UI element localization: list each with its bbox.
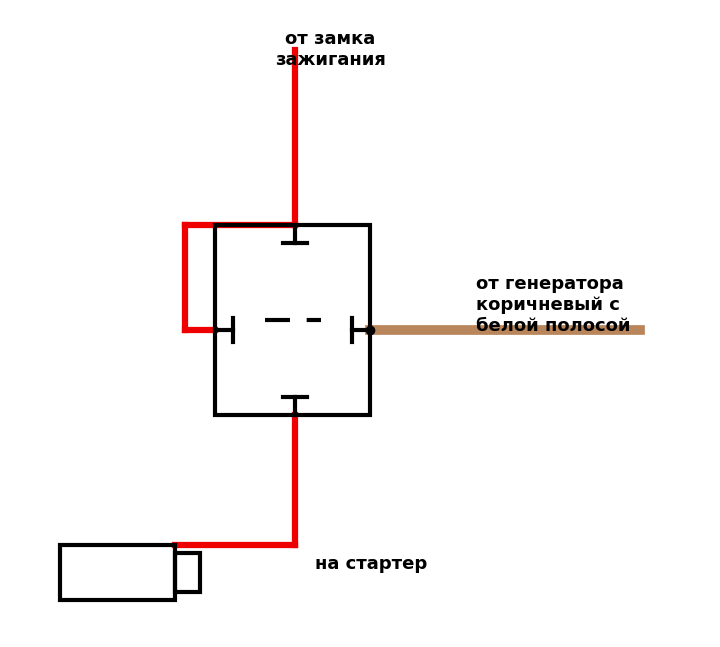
- Text: на стартер: на стартер: [315, 555, 427, 573]
- Bar: [215, 225, 370, 415]
- Bar: [60, 545, 175, 600]
- Text: от замка
зажигания: от замка зажигания: [274, 30, 385, 69]
- Bar: [175, 553, 200, 592]
- Text: от генератора
коричневый с
белой полосой: от генератора коричневый с белой полосой: [475, 275, 630, 334]
